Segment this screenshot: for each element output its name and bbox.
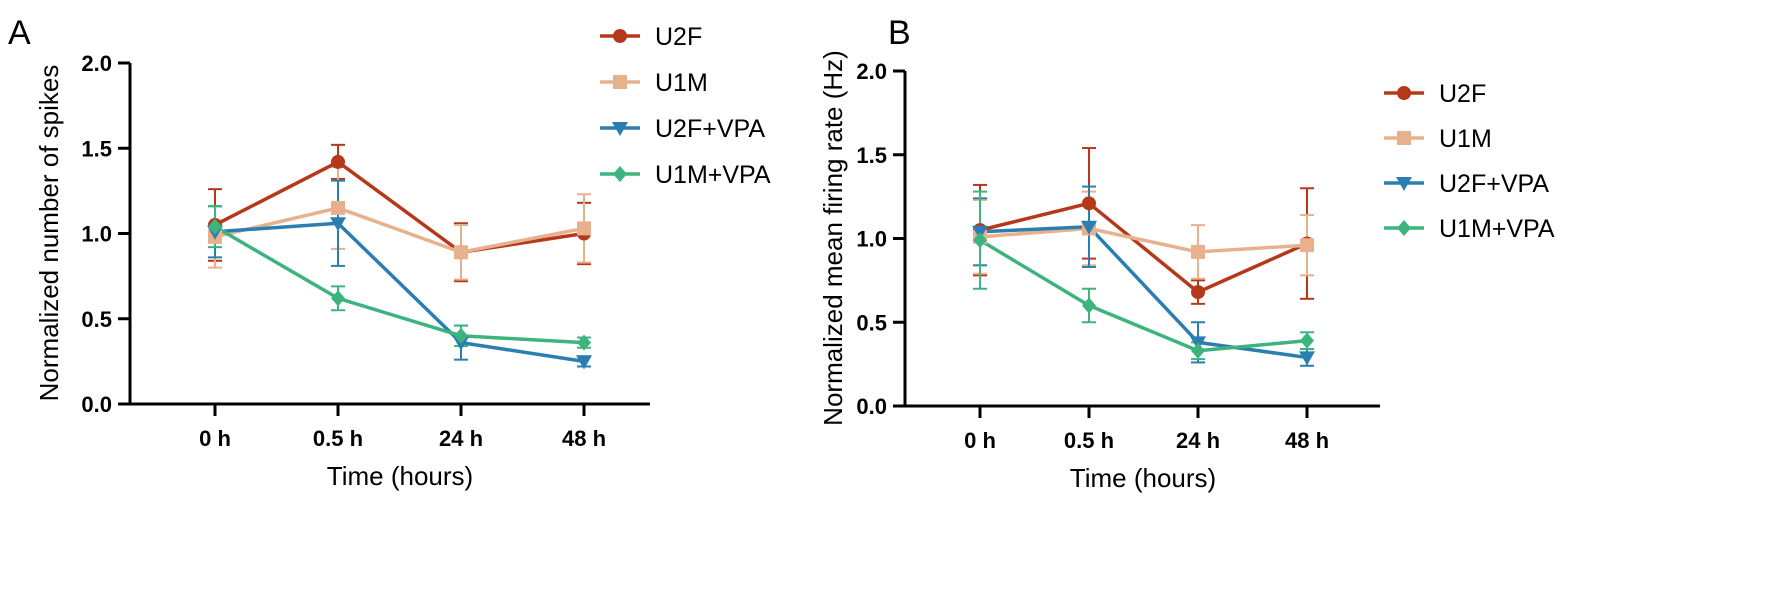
panel-b-u2f-point — [1191, 285, 1205, 300]
panel-a-ytick-label: 1.5 — [81, 136, 112, 161]
panel-b-ytick-label: 0.0 — [856, 394, 887, 419]
panel-b-u2f-plus-vpa-line — [979, 225, 1308, 360]
panel-a-xtick-label: 0.5 h — [313, 426, 363, 451]
panel-a-u1m-point — [454, 245, 468, 260]
panel-a-legend-u1m: U1M — [600, 69, 708, 97]
panel-b-xtick-label: 48 h — [1285, 428, 1329, 453]
panel-b-legend-u2f-plus-vpa-label: U2F+VPA — [1439, 170, 1549, 198]
panel-a-x-axis-title: Time (hours) — [327, 461, 473, 491]
panel-b-u1m-plus-vpa-point — [1082, 297, 1096, 314]
panel-b-legend-u1m-plus-vpa-label: U1M+VPA — [1439, 215, 1555, 243]
panel-b-u1m-point — [1300, 238, 1314, 253]
panel-b-ytick-label: 0.5 — [856, 310, 887, 335]
panel-a-u2f-plus-vpa-line — [214, 221, 585, 364]
panel-b-letter: B — [888, 14, 911, 52]
panel-b-xtick-label: 0 h — [964, 428, 996, 453]
panel-b-u2f-point — [1082, 196, 1096, 211]
panel-a-u2f-plus-vpa-point — [330, 217, 346, 232]
panel-a-u2f-point — [331, 154, 345, 169]
panel-a-u1m-point — [331, 200, 345, 215]
panel-a-u1m-plus-vpa-point — [454, 327, 468, 344]
panel-a-ytick-label: 2.0 — [81, 51, 112, 76]
panel-b-xtick-label: 24 h — [1176, 428, 1220, 453]
panel-a-u1m-plus-vpa-line — [214, 225, 585, 345]
panel-b-u1m-line — [979, 226, 1308, 254]
panel-b-u1m-plus-vpa-point — [1300, 332, 1314, 349]
panel-b-u1m-plus-vpa-point — [1191, 342, 1205, 359]
panel-b-u2f-plus-vpa-point — [1299, 351, 1315, 366]
panel-a-legend-u2f-label: U2F — [655, 23, 702, 51]
panel-b-chart: 0.0 0.5 1.0 1.5 2.0 0 h 0.5 h 24 h 48 h Time (hou… — [818, 50, 1555, 493]
panel-a-u2f-line — [214, 160, 585, 255]
panel-a-u1m-plus-vpa-point — [208, 218, 222, 235]
panel-b-legend-u1m: U1M — [1384, 125, 1492, 153]
panel-b-y-axis-title: Normalized mean firing rate (Hz) — [818, 50, 848, 426]
panel-a-legend-u1m-plus-vpa: U1M+VPA — [600, 161, 771, 189]
panel-b-ytick-label: 1.0 — [856, 227, 887, 252]
panel-b-legend-u1m-plus-vpa-swatch-marker — [1397, 220, 1411, 236]
panel-b-legend-u1m-label: U1M — [1439, 125, 1492, 153]
panel-a-letter: A — [8, 14, 31, 52]
panel-a-legend-u1m-label: U1M — [655, 69, 708, 97]
panel-a-legend-u1m-plus-vpa-swatch-marker — [613, 166, 627, 182]
panel-b-u1m-plus-vpa-point — [973, 232, 987, 249]
panel-b-legend-u2f-plus-vpa-swatch-marker — [1396, 177, 1412, 191]
panel-a-xtick-label: 0 h — [199, 426, 231, 451]
panel-b-legend-u2f-swatch-marker — [1397, 86, 1411, 100]
panel-a-chart: 0.0 0.5 1.0 1.5 2.0 0 h 0.5 h 24 h 48 h Time (hou… — [34, 23, 771, 491]
panel-b-xtick-label: 0.5 h — [1064, 428, 1114, 453]
panel-a-legend-u2f-plus-vpa-swatch-marker — [612, 122, 628, 136]
panel-a-legend-u2f-swatch-marker — [613, 29, 627, 43]
panel-b-legend-u2f-label: U2F — [1439, 80, 1486, 108]
panel-b-ytick-label: 2.0 — [856, 59, 887, 84]
panel-b-u1m-plus-vpa-line — [979, 238, 1308, 353]
panel-a-xtick-label: 24 h — [439, 426, 483, 451]
panel-a-u1m-plus-vpa-point — [577, 334, 591, 351]
panel-b-u2f-plus-vpa-point — [1081, 220, 1097, 235]
panel-b-legend-u1m-swatch-marker — [1397, 131, 1411, 145]
panel-a-ytick-label: 0.5 — [81, 307, 112, 332]
panel-a-legend-u2f: U2F — [600, 23, 702, 51]
panel-b-legend-u2f-plus-vpa: U2F+VPA — [1384, 170, 1549, 198]
panel-a-legend-u1m-swatch-marker — [613, 75, 627, 89]
panel-a-legend-u1m-plus-vpa-label: U1M+VPA — [655, 161, 771, 189]
panel-a-u1m-line — [214, 206, 585, 255]
panel-a-u2f-plus-vpa-point — [576, 355, 592, 370]
panel-b-ytick-label: 1.5 — [856, 143, 887, 168]
panel-a-legend-u2f-plus-vpa: U2F+VPA — [600, 115, 765, 143]
panel-a-ytick-label: 0.0 — [81, 392, 112, 417]
panel-a-legend-u2f-plus-vpa-label: U2F+VPA — [655, 115, 765, 143]
panel-b-u2f-line — [979, 201, 1308, 294]
panel-a-ytick-label: 1.0 — [81, 222, 112, 247]
panel-b-u1m-point — [1191, 244, 1205, 259]
panel-b-legend-u1m-plus-vpa: U1M+VPA — [1384, 215, 1555, 243]
panel-a-u1m-plus-vpa-point — [331, 290, 345, 307]
panel-a-y-axis-title: Normalized number of spikes — [34, 65, 64, 402]
panel-a-xtick-label: 48 h — [562, 426, 606, 451]
panel-b-x-axis-title: Time (hours) — [1070, 463, 1216, 493]
panel-a-u1m-point — [577, 221, 591, 236]
panel-b-legend-u2f: U2F — [1384, 80, 1486, 108]
